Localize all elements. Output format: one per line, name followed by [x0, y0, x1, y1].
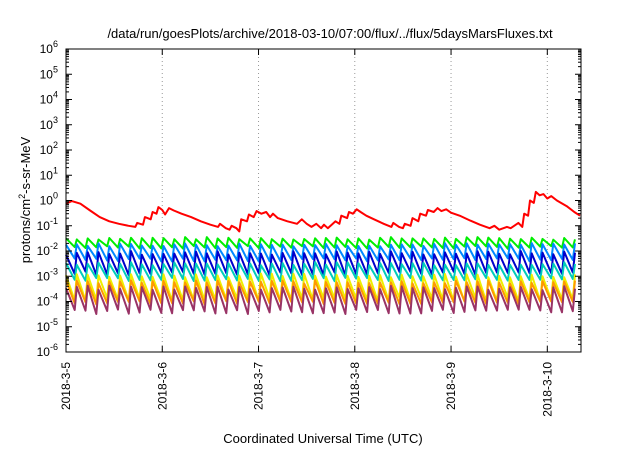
y-axis: 10-6 10-5 10-4 10-3 10-2 10-1 100 101 102 103 104 1…: [37, 39, 581, 359]
x-tick-label: 2018-3-9: [444, 362, 458, 410]
y-tick-label: 10-3: [37, 266, 58, 283]
series-line: [65, 190, 581, 233]
y-tick-label: 10-2: [37, 241, 58, 258]
y-tick-label: 105: [40, 64, 58, 81]
series-line: [65, 261, 576, 283]
y-tick-label: 10-5: [37, 317, 58, 334]
series-line: [65, 284, 576, 315]
series-line: [65, 242, 576, 263]
x-tick-label: 2018-3-10: [540, 362, 554, 417]
y-tick-label: 10-1: [37, 216, 58, 233]
y-tick-label: 102: [40, 140, 58, 157]
y-tick-label: 103: [40, 115, 58, 132]
series-group: [65, 190, 581, 315]
x-tick-label: 2018-3-7: [252, 362, 266, 410]
y-tick-label: 104: [40, 90, 58, 107]
x-tick-label: 2018-3-5: [59, 362, 73, 410]
y-tick-label: 101: [40, 165, 58, 182]
y-tick-label: 106: [40, 39, 58, 56]
x-tick-label: 2018-3-6: [155, 362, 169, 410]
series-line: [65, 236, 576, 250]
x-axis-label: Coordinated Universal Time (UTC): [223, 431, 422, 446]
y-tick-label: 10-6: [37, 342, 58, 359]
y-tick-label: 100: [40, 191, 58, 208]
chart-title: /data/run/goesPlots/archive/2018-03-10/0…: [107, 26, 553, 41]
x-tick-label: 2018-3-8: [348, 362, 362, 410]
y-axis-label: protons/cm2-s-sr-MeV: [17, 136, 33, 263]
x-axis: 2018-3-5 2018-3-6 2018-3-7 2018-3-8 2018-3-9…: [59, 49, 554, 417]
y-tick-label: 10-4: [37, 292, 58, 309]
